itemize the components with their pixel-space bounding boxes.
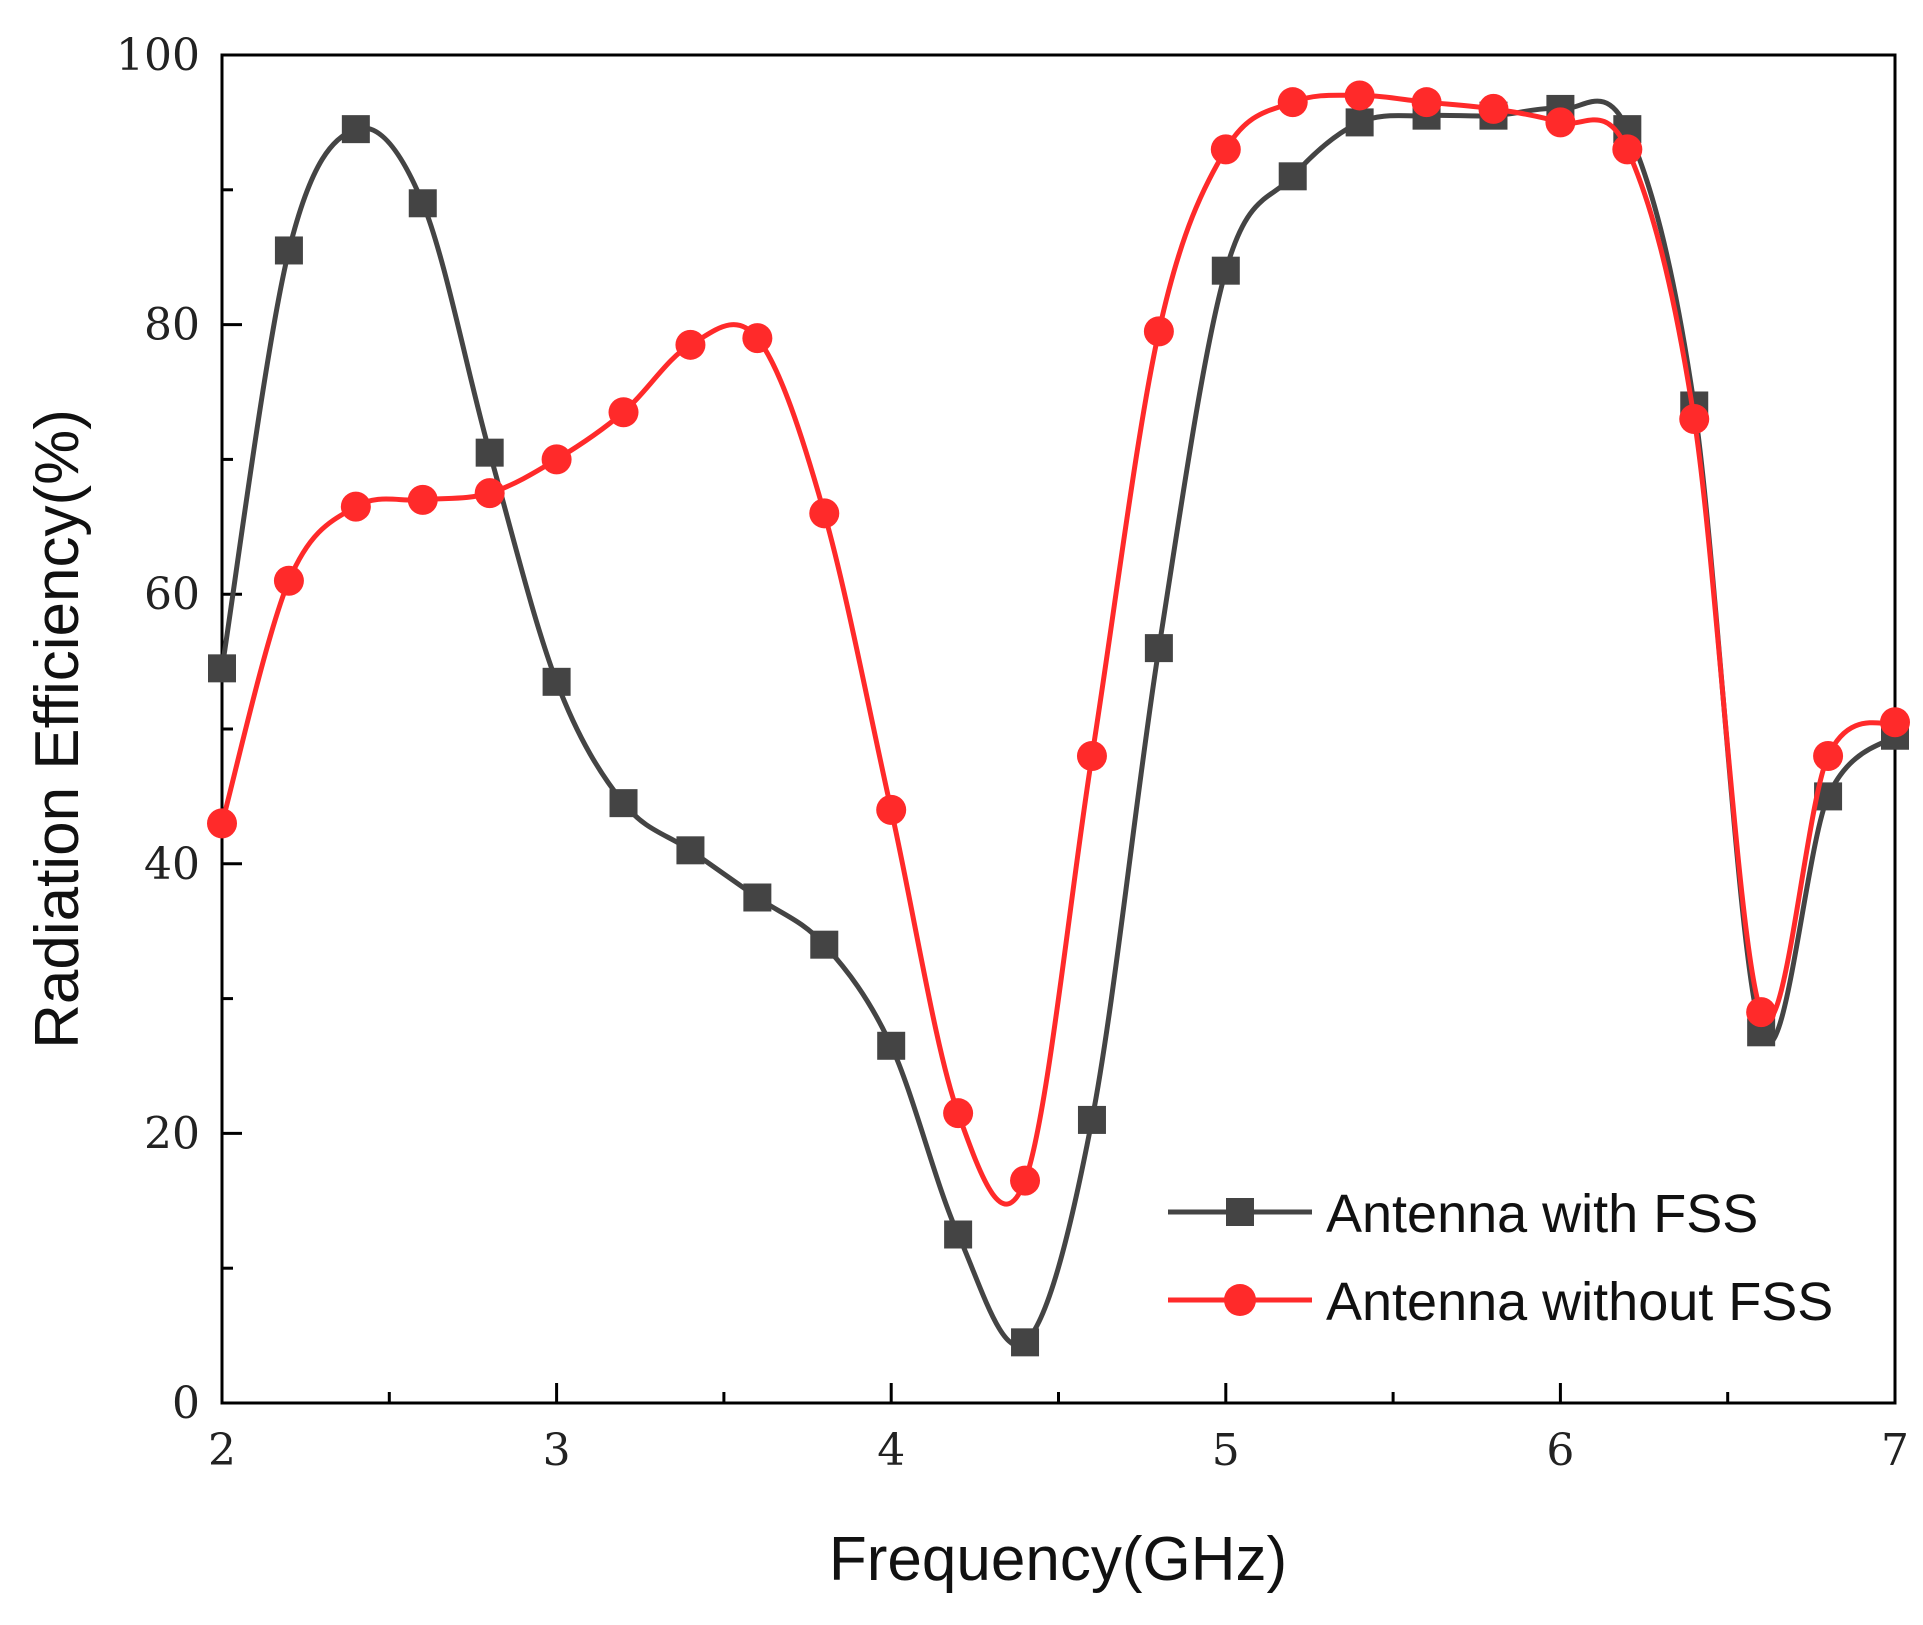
data-point-circle <box>809 498 840 529</box>
data-point-circle <box>1076 740 1107 771</box>
data-point-square <box>408 189 437 218</box>
data-point-circle <box>1545 107 1576 138</box>
data-point-circle <box>608 397 639 428</box>
data-point-circle <box>1679 403 1710 434</box>
data-point-circle <box>943 1098 974 1129</box>
data-point-square <box>810 930 839 959</box>
data-point-square <box>1011 1328 1040 1357</box>
series-with-fss <box>208 94 1909 1357</box>
legend-label-without-fss: Antenna without FSS <box>1326 1272 1833 1332</box>
data-point-circle <box>340 491 371 522</box>
data-point-circle <box>1612 134 1643 165</box>
y-tick-label: 20 <box>144 1108 200 1159</box>
data-point-square <box>1211 256 1240 285</box>
data-point-circle <box>273 565 304 596</box>
data-point-square <box>676 836 705 865</box>
data-point-square <box>1144 634 1173 663</box>
data-point-square <box>1278 162 1307 191</box>
x-tick-label: 4 <box>877 1425 905 1476</box>
data-point-square <box>274 236 303 265</box>
data-point-circle <box>1746 997 1777 1028</box>
data-point-circle <box>407 484 438 515</box>
data-point-circle <box>1143 316 1174 347</box>
data-point-square <box>877 1031 906 1060</box>
y-tick-label: 60 <box>144 569 200 620</box>
y-tick-label: 40 <box>144 839 200 890</box>
axes: 2 3 4 5 6 7 0 20 40 60 80 100 <box>116 30 1909 1476</box>
x-tick-label: 3 <box>543 1425 571 1476</box>
data-point-square <box>609 789 638 818</box>
data-point-square <box>208 654 236 683</box>
data-point-circle <box>1813 740 1844 771</box>
data-point-circle <box>675 329 706 360</box>
data-point-square <box>475 438 504 467</box>
data-point-circle <box>1010 1165 1041 1196</box>
x-tick-label: 5 <box>1212 1425 1240 1476</box>
legend-marker-square <box>1226 1198 1254 1226</box>
legend-label-with-fss: Antenna with FSS <box>1326 1184 1758 1244</box>
data-point-square <box>1077 1105 1106 1134</box>
legend-marker-circle <box>1224 1284 1256 1316</box>
y-tick-label: 100 <box>116 30 200 81</box>
data-point-circle <box>876 794 907 825</box>
series-line <box>219 92 1897 1207</box>
series-line <box>219 98 1897 1348</box>
x-axis-title: Frequency(GHz) <box>829 1525 1287 1594</box>
y-axis-title: Radiation Efficiency(%) <box>23 409 92 1049</box>
data-point-square <box>743 883 772 912</box>
legend: Antenna with FSS Antenna without FSS <box>1168 1184 1833 1332</box>
x-tick-label: 7 <box>1881 1425 1909 1476</box>
data-point-square <box>944 1220 973 1249</box>
data-point-circle <box>1344 80 1375 111</box>
data-point-square <box>1345 108 1374 137</box>
data-point-circle <box>1880 707 1910 738</box>
data-point-circle <box>474 478 505 509</box>
series-layer <box>207 80 1910 1357</box>
data-point-circle <box>1411 87 1442 118</box>
y-tick-label: 80 <box>144 300 200 351</box>
data-point-circle <box>1277 87 1308 118</box>
data-point-circle <box>742 323 773 354</box>
series-without-fss <box>207 80 1910 1207</box>
data-point-square <box>542 667 571 696</box>
x-tick-label: 2 <box>208 1425 236 1476</box>
x-tick-label: 6 <box>1546 1425 1574 1476</box>
data-point-square <box>341 115 370 144</box>
data-point-circle <box>1210 134 1241 165</box>
data-point-circle <box>1478 93 1509 124</box>
data-point-circle <box>541 444 572 475</box>
y-tick-label: 0 <box>172 1378 200 1429</box>
data-point-circle <box>207 808 237 839</box>
